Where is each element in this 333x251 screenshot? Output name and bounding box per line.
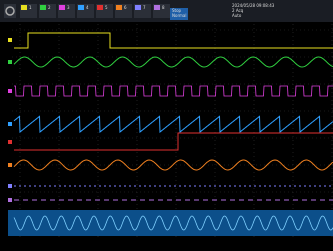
channel-swatch: [21, 5, 27, 10]
channel-swatch: [78, 5, 84, 10]
channel-swatch: [135, 5, 141, 10]
channel-swatch: [40, 5, 46, 10]
bus-band: [8, 210, 333, 236]
scope-display: 12345678StopNormal2024/05/28 09:08:432 A…: [0, 0, 333, 251]
channel-marker: [8, 60, 12, 64]
channel-swatch: [116, 5, 122, 10]
mode-label: Normal: [172, 13, 186, 18]
channel-marker: [8, 184, 12, 188]
channel-marker: [8, 198, 12, 202]
channel-swatch: [97, 5, 103, 10]
scope-screen: 12345678StopNormal2024/05/28 09:08:432 A…: [0, 0, 333, 251]
status-text: Auto: [232, 13, 242, 18]
channel-swatch: [154, 5, 160, 10]
channel-marker: [8, 140, 12, 144]
channel-marker: [8, 122, 12, 126]
channel-marker: [8, 163, 12, 167]
channel-marker: [8, 38, 12, 42]
channel-marker: [8, 89, 12, 93]
channel-swatch: [59, 5, 65, 10]
